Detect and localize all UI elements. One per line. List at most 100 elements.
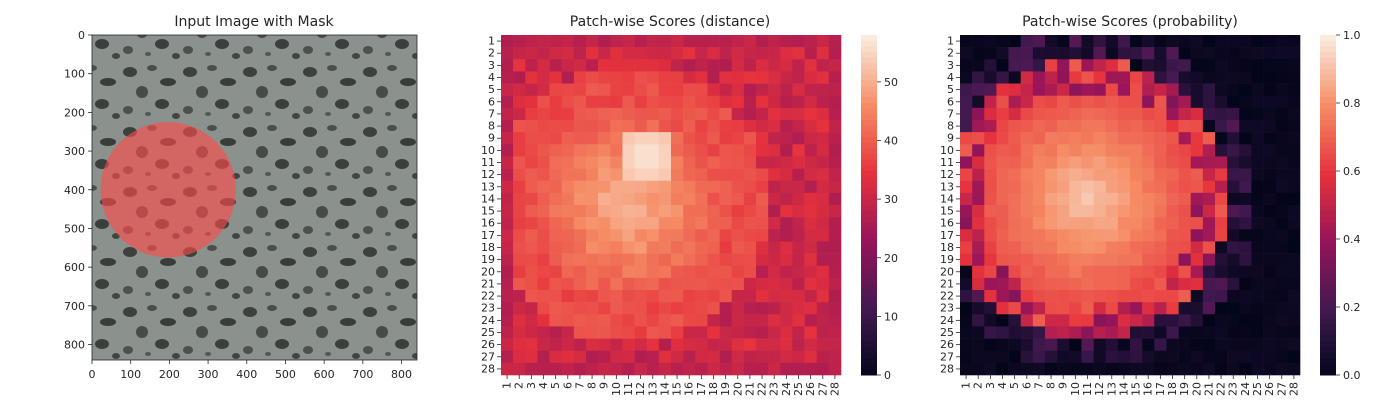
- heatmap-cell: [1057, 144, 1070, 157]
- heatmap-cell: [1287, 241, 1301, 254]
- heatmap-cell: [634, 95, 648, 109]
- x-tick-label: 300: [198, 368, 219, 381]
- heatmap-cell: [1251, 83, 1264, 97]
- heatmap-cell: [525, 120, 538, 133]
- heatmap-cell: [1093, 156, 1107, 169]
- heatmap-cell: [804, 71, 818, 84]
- heatmap-cell: [1008, 120, 1022, 133]
- heatmap-cell: [1045, 83, 1058, 97]
- heatmap-cell: [537, 95, 550, 109]
- heatmap-cell: [1154, 314, 1167, 327]
- heatmap-cell: [1105, 95, 1119, 109]
- heatmap-cell: [1045, 95, 1058, 109]
- colorbar-segment: [1320, 182, 1336, 189]
- heatmap-cell: [573, 144, 587, 157]
- y-tick-label: 11: [481, 156, 495, 169]
- heatmap-cell: [1190, 217, 1204, 230]
- heatmap-cell: [1081, 265, 1094, 279]
- heatmap-cell: [1227, 229, 1240, 242]
- colorbar-segment: [861, 329, 877, 336]
- heatmap-cell: [573, 229, 587, 242]
- heatmap-cell: [792, 362, 805, 376]
- heatmap-cell: [1190, 338, 1204, 352]
- heatmap-cell: [1142, 95, 1155, 109]
- heatmap-cell: [1093, 350, 1107, 364]
- heatmap-cell: [695, 314, 708, 327]
- heatmap-cell: [768, 59, 781, 72]
- heatmap-cell: [671, 290, 684, 303]
- heatmap-cell: [1081, 362, 1094, 376]
- heatmap-cell: [683, 362, 696, 376]
- heatmap-cell: [756, 326, 769, 339]
- heatmap-cell: [1263, 120, 1277, 133]
- colorbar-segment: [861, 35, 877, 42]
- heatmap-cell: [1215, 326, 1228, 339]
- heatmap-cell: [743, 338, 757, 352]
- colorbar-segment: [861, 358, 877, 365]
- heatmap-cell: [1202, 95, 1216, 109]
- heatmap-cell: [1117, 95, 1131, 109]
- heatmap-cell: [1117, 132, 1131, 145]
- heatmap-cell: [1166, 217, 1179, 230]
- heatmap-cell: [972, 156, 985, 169]
- heatmap-cell: [610, 205, 623, 218]
- heatmap-cell: [525, 302, 538, 315]
- heatmap-cell: [972, 326, 985, 339]
- heatmap-cell: [1275, 241, 1289, 254]
- heatmap-cell: [780, 83, 793, 97]
- heatmap-cell: [707, 144, 720, 157]
- heatmap-cell: [1166, 107, 1179, 121]
- heatmap-cell: [1081, 205, 1094, 218]
- heatmap-cell: [780, 120, 793, 133]
- heatmap-cell: [1287, 302, 1301, 315]
- heatmap-cell: [1069, 338, 1082, 352]
- heatmap-cell: [683, 350, 696, 364]
- heatmap-cell: [646, 168, 660, 182]
- heatmap-cell: [1008, 217, 1022, 230]
- y-tick-label: 2: [947, 47, 954, 60]
- y-tick-label: 9: [947, 132, 954, 145]
- heatmap-cell: [598, 95, 611, 109]
- heatmap-cell: [634, 362, 648, 376]
- heatmap-cell: [658, 83, 672, 97]
- heatmap-cell: [780, 326, 793, 339]
- heatmap-cell: [1263, 241, 1277, 254]
- heatmap-cell: [1190, 302, 1204, 315]
- x-tick-label: 25: [792, 382, 805, 396]
- heatmap-cell: [646, 205, 660, 218]
- heatmap-cell: [501, 132, 514, 145]
- heatmap-cell: [1105, 168, 1119, 182]
- heatmap-cell: [768, 107, 781, 121]
- colorbar-segment: [861, 267, 877, 274]
- heatmap-cell: [561, 229, 575, 242]
- heatmap-cell: [1093, 229, 1107, 242]
- heatmap-cell: [549, 217, 563, 230]
- heatmap-cell: [1287, 265, 1301, 279]
- heatmap-cell: [731, 71, 745, 84]
- heatmap-cell: [828, 107, 842, 121]
- heatmap-cell: [1117, 205, 1131, 218]
- x-tick-label: 16: [1142, 382, 1155, 396]
- heatmap-cell: [1105, 314, 1119, 327]
- heatmap-cell: [1154, 59, 1167, 72]
- heatmap-cell: [1166, 59, 1179, 72]
- heatmap-cell: [972, 229, 985, 242]
- heatmap-cell: [1045, 217, 1058, 230]
- heatmap-cell: [1263, 156, 1277, 169]
- heatmap-cell: [972, 302, 985, 315]
- heatmap-cell: [816, 205, 830, 218]
- y-tick-label: 12: [940, 168, 954, 181]
- heatmap-cell: [549, 277, 563, 291]
- heatmap-cell: [1190, 192, 1204, 206]
- heatmap-cell: [1008, 253, 1022, 267]
- heatmap-cell: [1093, 205, 1107, 218]
- heatmap-cell: [573, 120, 587, 133]
- heatmap-cell: [1081, 144, 1094, 157]
- heatmap-cell: [756, 107, 769, 121]
- x-tick-label: 1: [960, 382, 973, 389]
- heatmap-cell: [828, 350, 842, 364]
- heatmap-cell: [537, 290, 550, 303]
- heatmap-cell: [561, 350, 575, 364]
- heatmap-cell: [1020, 277, 1034, 291]
- heatmap-cell: [658, 338, 672, 352]
